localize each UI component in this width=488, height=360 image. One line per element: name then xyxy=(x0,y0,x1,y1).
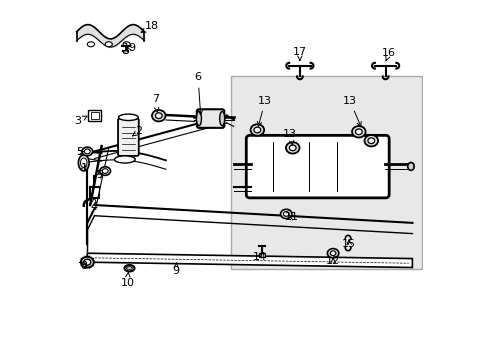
Text: 18: 18 xyxy=(141,21,159,32)
Ellipse shape xyxy=(280,209,291,219)
Ellipse shape xyxy=(355,129,362,135)
Ellipse shape xyxy=(283,212,288,216)
Text: 13: 13 xyxy=(283,129,297,145)
Ellipse shape xyxy=(124,265,134,271)
Text: 13: 13 xyxy=(342,96,361,126)
Text: 14: 14 xyxy=(252,252,266,262)
Ellipse shape xyxy=(123,51,128,54)
Text: 19: 19 xyxy=(122,43,136,53)
Text: 1: 1 xyxy=(81,163,88,173)
Text: 4: 4 xyxy=(90,198,97,212)
Ellipse shape xyxy=(123,42,130,47)
Ellipse shape xyxy=(253,127,260,133)
Ellipse shape xyxy=(289,145,296,151)
Text: 17: 17 xyxy=(292,48,306,60)
Text: 5: 5 xyxy=(97,170,103,180)
Ellipse shape xyxy=(81,257,94,267)
Ellipse shape xyxy=(81,158,87,168)
Text: 7: 7 xyxy=(151,94,159,112)
FancyBboxPatch shape xyxy=(196,109,224,128)
Ellipse shape xyxy=(78,155,89,171)
Text: 2: 2 xyxy=(132,126,142,136)
Ellipse shape xyxy=(351,126,365,138)
Ellipse shape xyxy=(82,147,93,156)
Text: 3: 3 xyxy=(74,116,87,126)
Text: 10: 10 xyxy=(120,272,134,288)
FancyBboxPatch shape xyxy=(118,118,139,156)
Text: 16: 16 xyxy=(382,48,395,61)
Text: 5: 5 xyxy=(77,147,83,157)
Ellipse shape xyxy=(367,138,374,144)
FancyBboxPatch shape xyxy=(88,110,101,121)
Ellipse shape xyxy=(407,162,413,170)
Ellipse shape xyxy=(84,149,90,154)
Ellipse shape xyxy=(155,113,162,118)
FancyBboxPatch shape xyxy=(91,112,99,119)
Text: 11: 11 xyxy=(284,212,298,222)
Ellipse shape xyxy=(83,259,91,265)
Text: 15: 15 xyxy=(342,239,355,249)
Ellipse shape xyxy=(102,169,108,174)
Ellipse shape xyxy=(126,267,132,270)
Text: 12: 12 xyxy=(325,256,340,266)
Ellipse shape xyxy=(364,135,377,147)
Ellipse shape xyxy=(87,42,94,47)
Ellipse shape xyxy=(152,110,165,121)
Ellipse shape xyxy=(118,114,138,121)
FancyBboxPatch shape xyxy=(246,135,388,198)
Ellipse shape xyxy=(105,42,112,47)
Text: 9: 9 xyxy=(172,263,179,276)
Ellipse shape xyxy=(114,156,135,163)
Bar xyxy=(230,76,422,269)
FancyBboxPatch shape xyxy=(258,253,264,257)
Text: 6: 6 xyxy=(194,72,202,115)
Ellipse shape xyxy=(100,167,110,175)
Text: 8: 8 xyxy=(80,261,87,271)
Ellipse shape xyxy=(196,111,201,126)
Polygon shape xyxy=(87,253,411,267)
Ellipse shape xyxy=(326,249,338,258)
Ellipse shape xyxy=(219,111,224,126)
Ellipse shape xyxy=(285,142,299,154)
Ellipse shape xyxy=(329,251,335,256)
Ellipse shape xyxy=(250,124,264,136)
Text: 13: 13 xyxy=(257,96,272,126)
